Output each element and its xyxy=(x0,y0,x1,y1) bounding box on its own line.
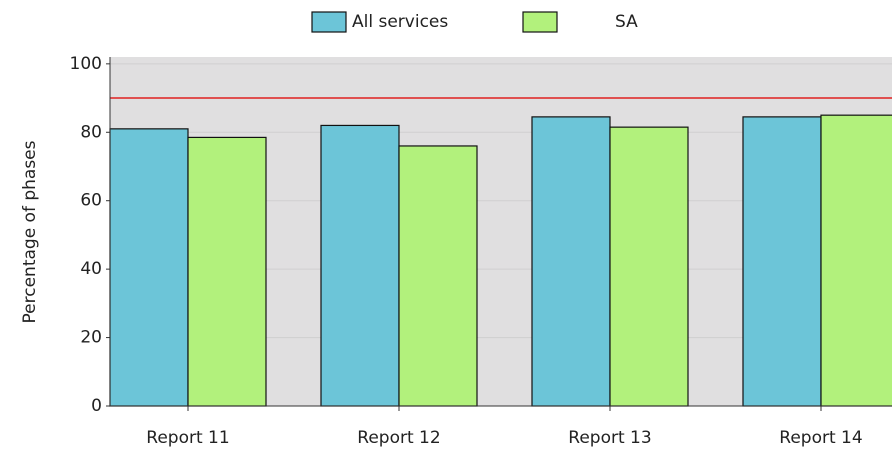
y-axis-label: Percentage of phases xyxy=(20,140,40,323)
x-tick-label: Report 13 xyxy=(568,428,651,448)
y-tick-label: 20 xyxy=(80,328,102,348)
legend-swatch xyxy=(522,11,558,33)
x-tick-label: Report 12 xyxy=(357,428,440,448)
y-tick-label: 60 xyxy=(80,191,102,211)
y-tick-label: 80 xyxy=(80,122,102,142)
bar xyxy=(320,124,400,407)
bar xyxy=(398,145,478,407)
bar xyxy=(742,116,822,407)
bar xyxy=(109,128,189,407)
x-tick-label: Report 14 xyxy=(779,428,862,448)
bar xyxy=(531,116,611,407)
y-tick-label: 0 xyxy=(91,396,102,416)
legend-label: SA xyxy=(615,12,638,32)
bar xyxy=(609,126,689,407)
y-tick-label: 40 xyxy=(80,259,102,279)
legend-swatch xyxy=(311,11,347,33)
bar xyxy=(820,114,892,407)
legend-label: All services xyxy=(352,12,448,32)
bar xyxy=(187,136,267,407)
x-tick-label: Report 11 xyxy=(146,428,229,448)
y-tick-label: 100 xyxy=(70,54,102,74)
